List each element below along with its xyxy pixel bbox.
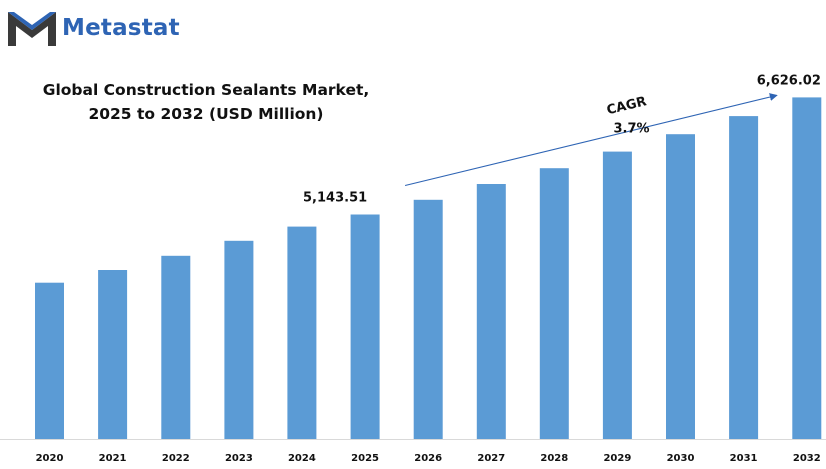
bar-2025 (350, 214, 380, 439)
cagr-value: 3.7% (613, 122, 649, 137)
x-tick-label-2027: 2027 (477, 453, 505, 464)
bar-2026 (413, 199, 443, 439)
x-tick-label-2021: 2021 (99, 453, 127, 464)
brand-name: Metastat (62, 15, 180, 41)
bar-2031 (729, 116, 759, 439)
x-tick-label-2028: 2028 (540, 453, 568, 464)
cagr-label: CAGR (605, 94, 648, 118)
x-tick-label-2022: 2022 (162, 453, 190, 464)
bar-2030 (666, 134, 695, 439)
x-tick-label-2024: 2024 (288, 453, 316, 464)
bar-2020 (35, 282, 64, 439)
x-tick-label-2025: 2025 (351, 453, 379, 464)
chart-title-line2: 2025 to 2032 (USD Million) (88, 105, 324, 123)
x-tick-label-2020: 2020 (36, 453, 64, 464)
x-tick-label-2029: 2029 (603, 453, 631, 464)
data-label-2025: 5,143.51 (303, 191, 367, 206)
bar-2023 (224, 240, 254, 439)
bar-2022 (161, 255, 191, 439)
bar-2028 (539, 168, 569, 439)
bar-2024 (287, 226, 317, 439)
brand-logo: Metastat (6, 8, 180, 48)
cagr-arrow (404, 93, 778, 187)
data-label-2032: 6,626.02 (757, 73, 821, 88)
metastat-m-logo-icon (8, 12, 56, 46)
x-tick-label-2023: 2023 (225, 453, 253, 464)
bar-2032 (792, 97, 822, 440)
x-tick-label-2031: 2031 (730, 453, 758, 464)
chart-title-line1: Global Construction Sealants Market, (42, 81, 370, 99)
bar-2021 (98, 270, 128, 439)
x-tick-label-2032: 2032 (793, 453, 821, 464)
chart-title: Global Construction Sealants Market, 202… (30, 78, 382, 126)
x-tick-label-2026: 2026 (414, 453, 442, 464)
x-tick-label-2030: 2030 (667, 453, 695, 464)
bar-2027 (476, 184, 506, 439)
bar-2029 (602, 151, 632, 439)
